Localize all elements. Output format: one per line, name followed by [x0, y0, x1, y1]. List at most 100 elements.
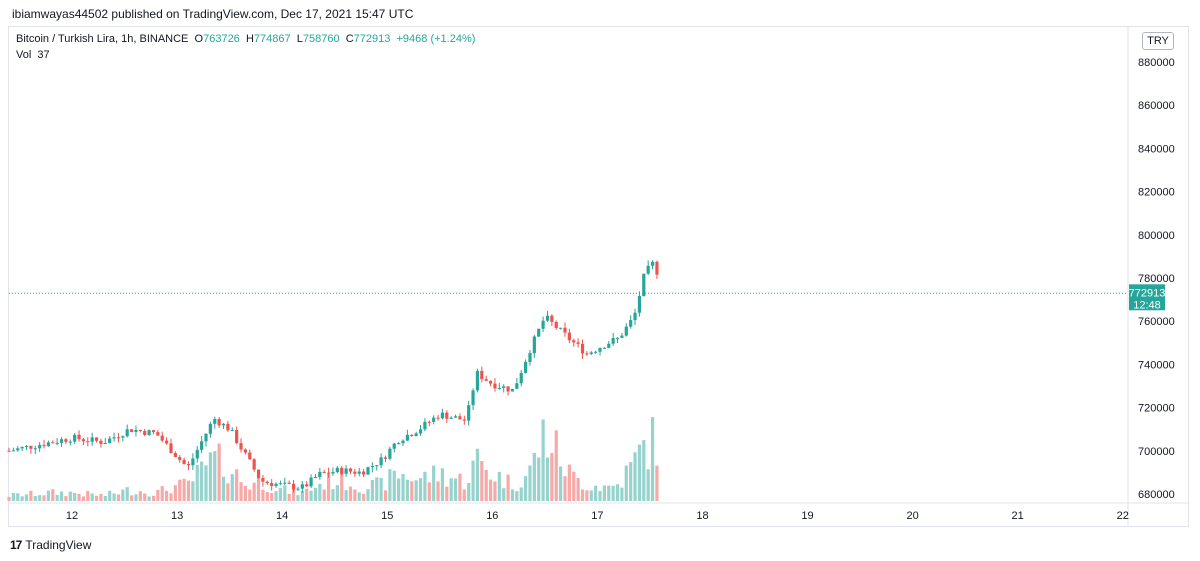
candle-body: [629, 320, 633, 327]
y-tick-label: 860000: [1138, 100, 1175, 112]
volume-bar: [572, 471, 576, 501]
candle-body: [29, 445, 33, 449]
volume-bar: [208, 452, 212, 501]
candle-body: [151, 430, 156, 433]
volume-bar: [348, 486, 353, 501]
candle-body: [567, 332, 571, 341]
volume-bar: [607, 485, 611, 501]
chart-frame[interactable]: [8, 26, 1189, 527]
candle-body: [475, 370, 480, 391]
volume-bar: [248, 489, 252, 501]
volume-bar: [29, 490, 33, 501]
last-price-value: 772913: [1129, 287, 1166, 299]
candle-body: [510, 388, 515, 392]
volume-bar: [235, 469, 239, 501]
candle-body: [637, 296, 642, 313]
volume-bar: [274, 491, 278, 501]
volume-bar: [383, 490, 388, 501]
volume-bar: [55, 494, 59, 501]
volume-bar: [24, 494, 29, 501]
volume-bar: [195, 464, 199, 501]
candle-body: [528, 353, 532, 362]
volume-bar: [353, 489, 357, 501]
candle-body: [432, 417, 436, 422]
candle-body: [213, 418, 217, 424]
volume-bar: [283, 485, 287, 501]
volume-bar: [624, 465, 628, 501]
y-tick-label: 780000: [1138, 273, 1175, 285]
volume-bar: [287, 493, 291, 501]
volume-value: 37: [37, 49, 50, 61]
volume-bar: [243, 485, 248, 501]
candle-body: [239, 443, 243, 450]
volume-bar: [204, 465, 208, 501]
candle-body: [160, 435, 164, 441]
volume-bar: [401, 474, 405, 501]
candle-body: [221, 423, 226, 426]
volume-bar: [81, 496, 86, 501]
volume-bar: [405, 479, 409, 501]
volume-bar: [138, 491, 142, 501]
candle-body: [445, 412, 449, 419]
volume-bar: [156, 489, 160, 501]
candle-body: [480, 370, 484, 380]
candle-body: [559, 327, 563, 329]
volume-bar: [226, 483, 230, 501]
candle-body: [305, 484, 309, 487]
volume-bar: [86, 490, 90, 501]
candle-body: [252, 459, 256, 470]
candle-body: [624, 326, 628, 336]
candle-body: [86, 441, 90, 443]
tradingview-logo-icon: 17: [10, 538, 22, 552]
publish-info: ibiamwayas44502 published on TradingView…: [12, 7, 414, 21]
candle-body: [143, 430, 147, 435]
candle-body: [309, 477, 313, 487]
volume-bar: [602, 485, 606, 501]
candle-body: [178, 457, 182, 460]
volume-bar: [230, 474, 234, 501]
volume-bar: [42, 495, 46, 501]
candle-body: [467, 405, 471, 421]
candle-body: [537, 328, 541, 337]
candle-body: [90, 437, 94, 442]
candle-body: [655, 261, 659, 275]
candle-body: [64, 439, 68, 442]
volume-bar: [423, 471, 427, 501]
volume-bar: [510, 489, 515, 501]
candle-body: [414, 433, 418, 436]
volume-bar: [379, 477, 383, 501]
x-tick-label: 20: [906, 510, 918, 522]
volume-bar: [637, 444, 642, 501]
volume-bar: [432, 465, 436, 501]
candle-body: [191, 458, 195, 466]
volume-bar: [576, 477, 580, 501]
candle-body: [186, 464, 191, 466]
volume-bar: [99, 493, 103, 501]
candle-body: [585, 353, 589, 355]
candle-body: [121, 436, 125, 438]
volume-bar: [7, 496, 11, 501]
candle-body: [589, 352, 593, 354]
x-tick-label: 19: [801, 510, 813, 522]
volume-bar: [335, 485, 339, 501]
candle-body: [650, 261, 655, 266]
footer-brand[interactable]: 17 TradingView: [10, 538, 91, 552]
volume-bar: [506, 474, 510, 501]
volume-bar: [112, 493, 116, 501]
volume-bar: [90, 493, 94, 501]
currency-badge[interactable]: TRY: [1142, 32, 1174, 50]
candle-body: [493, 383, 497, 389]
candle-body: [108, 438, 112, 444]
volume-bar: [191, 481, 195, 501]
candle-body: [103, 443, 107, 445]
volume-bar: [252, 482, 256, 501]
volume-bar: [46, 490, 51, 501]
volume-bar: [554, 430, 558, 501]
volume-bar: [265, 492, 269, 501]
candle-body: [392, 443, 396, 449]
legend-symbol[interactable]: Bitcoin / Turkish Lira, 1h, BINANCE: [16, 33, 189, 45]
volume-bar: [418, 478, 423, 501]
volume-bar: [397, 478, 401, 501]
volume-bar: [370, 480, 374, 501]
